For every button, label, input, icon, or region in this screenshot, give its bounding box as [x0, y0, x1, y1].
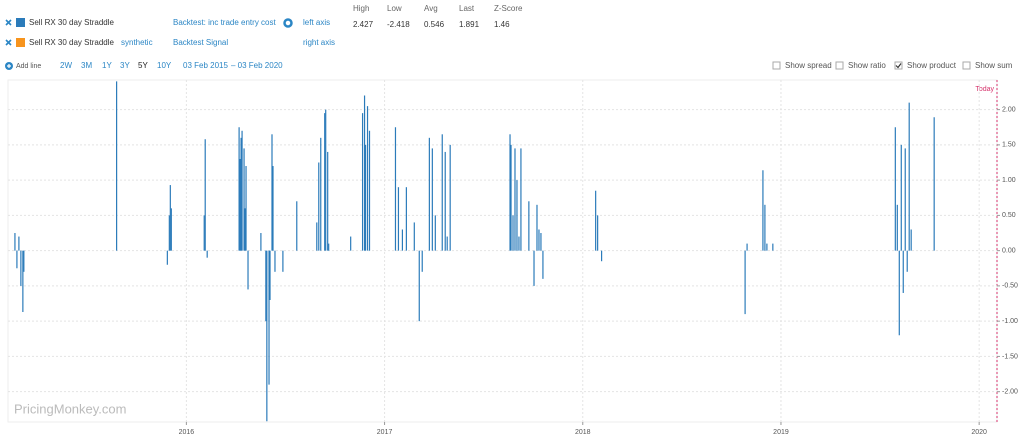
date-from[interactable]: 03 Feb 2015: [183, 61, 228, 70]
checkbox[interactable]: [894, 61, 903, 70]
checkbox[interactable]: [772, 61, 781, 70]
checkbox[interactable]: [962, 61, 971, 70]
series-swatch[interactable]: [16, 38, 25, 47]
stat-header: High: [353, 4, 369, 13]
stat-value: 0.546: [424, 20, 445, 29]
stat-value: -2.418: [387, 20, 410, 29]
range-button[interactable]: 3M: [81, 61, 92, 70]
checkbox[interactable]: [835, 61, 844, 70]
stat-value: 2.427: [353, 20, 374, 29]
option-label[interactable]: Show sum: [975, 61, 1013, 70]
option-label[interactable]: Show spread: [785, 61, 832, 70]
series-name: Sell RX 30 day Straddle: [29, 18, 114, 27]
series-axis[interactable]: left axis: [303, 18, 330, 27]
range-button[interactable]: 1Y: [102, 61, 112, 70]
x-tick-label: 2017: [377, 429, 393, 436]
y-tick-label: -1.50: [1002, 353, 1018, 360]
today-label: Today: [975, 86, 994, 93]
x-tick-label: 2019: [773, 429, 789, 436]
option-label[interactable]: Show ratio: [848, 61, 886, 70]
y-tick-label: 1.00: [1002, 177, 1016, 184]
stat-header: Avg: [424, 4, 438, 13]
y-tick-label: 1.50: [1002, 142, 1016, 149]
stat-value: 1.46: [494, 20, 510, 29]
stat-header: Last: [459, 4, 475, 13]
y-tick-label: 0.00: [1002, 247, 1016, 254]
range-button[interactable]: 10Y: [157, 61, 172, 70]
stat-header: Low: [387, 4, 402, 13]
settings-icon[interactable]: [283, 18, 293, 28]
series-axis[interactable]: right axis: [303, 38, 335, 47]
series-study[interactable]: Backtest: inc trade entry cost: [173, 18, 276, 27]
y-tick-label: 0.50: [1002, 212, 1016, 219]
checkmark: [895, 63, 902, 69]
series-swatch[interactable]: [16, 18, 25, 27]
stat-header: Z-Score: [494, 4, 523, 13]
x-tick-label: 2018: [575, 429, 591, 436]
series-name: Sell RX 30 day Straddle: [29, 38, 114, 47]
watermark: PricingMonkey.com: [14, 401, 126, 416]
remove-icon[interactable]: [5, 19, 12, 26]
x-tick-label: 2016: [179, 429, 195, 436]
series-study[interactable]: Backtest Signal: [173, 38, 228, 47]
y-tick-label: 2.00: [1002, 106, 1016, 113]
add-line-plus: [7, 64, 11, 68]
y-tick-label: -1.00: [1002, 318, 1018, 325]
y-tick-label: -2.00: [1002, 389, 1018, 396]
series-source[interactable]: synthetic: [121, 38, 153, 47]
range-button[interactable]: 2W: [60, 61, 72, 70]
range-button[interactable]: 5Y: [138, 61, 148, 70]
date-to[interactable]: – 03 Feb 2020: [231, 61, 283, 70]
add-line[interactable]: Add line: [16, 63, 41, 70]
range-button[interactable]: 3Y: [120, 61, 130, 70]
y-tick-label: -0.50: [1002, 283, 1018, 290]
stat-value: 1.891: [459, 20, 480, 29]
remove-icon[interactable]: [5, 39, 12, 46]
x-tick-label: 2020: [971, 429, 987, 436]
option-label[interactable]: Show product: [907, 61, 957, 70]
